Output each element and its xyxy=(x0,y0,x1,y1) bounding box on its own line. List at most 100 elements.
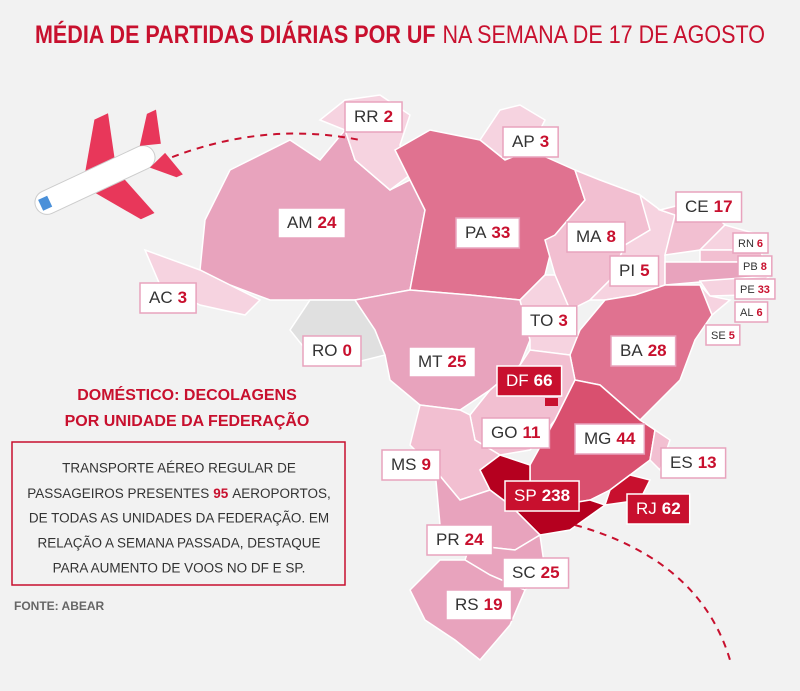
state-code: MT xyxy=(418,352,443,371)
state-code: AP xyxy=(512,132,535,151)
state-code: PA xyxy=(465,223,487,242)
label-text: DF 66 xyxy=(506,371,553,390)
state-label: RJ 62 xyxy=(626,493,691,525)
state-label: SE 5 xyxy=(705,324,741,346)
note-highlight: 95 xyxy=(213,486,229,501)
state-label: RR 2 xyxy=(344,101,403,133)
state-label: RN 6 xyxy=(732,232,769,254)
label-box xyxy=(705,324,741,346)
state-label: RS 19 xyxy=(445,589,513,621)
state-value: 2 xyxy=(384,107,393,126)
state-code: RO xyxy=(312,341,338,360)
label-box xyxy=(660,447,727,479)
state-value: 0 xyxy=(343,341,352,360)
label-text: RJ 62 xyxy=(636,499,681,518)
state-value: 3 xyxy=(540,132,549,151)
label-box xyxy=(737,255,773,277)
label-box xyxy=(610,335,677,367)
label-text: MT 25 xyxy=(418,352,466,371)
state-code: MG xyxy=(584,429,611,448)
label-text: AM 24 xyxy=(287,213,337,232)
state-code: RR xyxy=(354,107,379,126)
legend-line: POR UNIDADE DA FEDERAÇÃO xyxy=(65,410,310,430)
state-value: 33 xyxy=(491,223,510,242)
state-code: RJ xyxy=(636,499,657,518)
state-label: CE 17 xyxy=(675,191,743,223)
label-box xyxy=(302,335,362,367)
label-box xyxy=(381,449,441,481)
label-text: PB 8 xyxy=(743,261,767,273)
label-box xyxy=(344,101,403,133)
label-box xyxy=(520,305,578,337)
state-label: MG 44 xyxy=(574,423,646,455)
state-label: BA 28 xyxy=(610,335,677,367)
label-box xyxy=(139,282,197,314)
state-label: PE 33 xyxy=(734,278,776,300)
state-code: GO xyxy=(491,423,517,442)
label-text: TO 3 xyxy=(530,311,568,330)
state-label: SC 25 xyxy=(502,557,570,589)
label-box xyxy=(732,232,769,254)
state-value: 13 xyxy=(698,453,717,472)
state-value: 3 xyxy=(178,288,187,307)
label-text: RN 6 xyxy=(738,238,763,250)
state-value: 19 xyxy=(484,595,503,614)
state-value: 33 xyxy=(758,284,770,296)
state-value: 44 xyxy=(616,429,635,448)
state-label: MT 25 xyxy=(408,346,477,378)
df-shape xyxy=(545,398,558,406)
label-text: RO 0 xyxy=(312,341,352,360)
label-box xyxy=(734,301,769,323)
state-label: PI 5 xyxy=(609,255,660,287)
label-box xyxy=(455,217,521,249)
label-box xyxy=(408,346,477,378)
label-text: CE 17 xyxy=(685,197,733,216)
state-code: BA xyxy=(620,341,643,360)
state-label: DF 66 xyxy=(496,365,563,397)
state-code: SP xyxy=(514,486,537,505)
state-label: MS 9 xyxy=(381,449,441,481)
label-text: AC 3 xyxy=(149,288,187,307)
label-text: GO 11 xyxy=(491,423,540,442)
state-value: 3 xyxy=(558,311,567,330)
state-label: AL 6 xyxy=(734,301,769,323)
state-value: 66 xyxy=(534,371,553,390)
state-label: AC 3 xyxy=(139,282,197,314)
label-box xyxy=(734,278,776,300)
state-label: PB 8 xyxy=(737,255,773,277)
note-line: PASSAGEIROS PRESENTES 95 AEROPORTOS, xyxy=(27,486,331,501)
state-code: AL xyxy=(740,307,753,319)
label-text: SP 238 xyxy=(514,486,570,505)
state-label: AM 24 xyxy=(277,207,347,239)
label-box xyxy=(481,417,551,449)
label-text: AL 6 xyxy=(740,307,763,319)
label-box xyxy=(626,493,691,525)
note-line: DE TODAS AS UNIDADES DA FEDERAÇÃO. EM xyxy=(29,511,329,526)
label-text: PR 24 xyxy=(436,530,484,549)
state-code: RS xyxy=(455,595,479,614)
state-label: SP 238 xyxy=(504,480,580,512)
state-value: 24 xyxy=(318,213,337,232)
state-code: PB xyxy=(743,261,758,273)
state-value: 17 xyxy=(714,197,733,216)
state-value: 6 xyxy=(756,307,762,319)
state-code: MS xyxy=(391,455,417,474)
state-value: 5 xyxy=(640,261,649,280)
state-value: 62 xyxy=(662,499,681,518)
label-text: MS 9 xyxy=(391,455,431,474)
label-text: AP 3 xyxy=(512,132,549,151)
state-value: 25 xyxy=(448,352,467,371)
state-code: MA xyxy=(576,227,602,246)
label-box xyxy=(426,524,494,556)
note-text: PASSAGEIROS PRESENTES xyxy=(27,486,209,501)
state-code: SE xyxy=(711,330,726,342)
state-label: PR 24 xyxy=(426,524,494,556)
state-value: 9 xyxy=(422,455,431,474)
state-label: MA 8 xyxy=(566,221,626,253)
label-box xyxy=(609,255,660,287)
label-box xyxy=(496,365,563,397)
label-text: SC 25 xyxy=(512,563,560,582)
state-code: PE xyxy=(740,284,755,296)
